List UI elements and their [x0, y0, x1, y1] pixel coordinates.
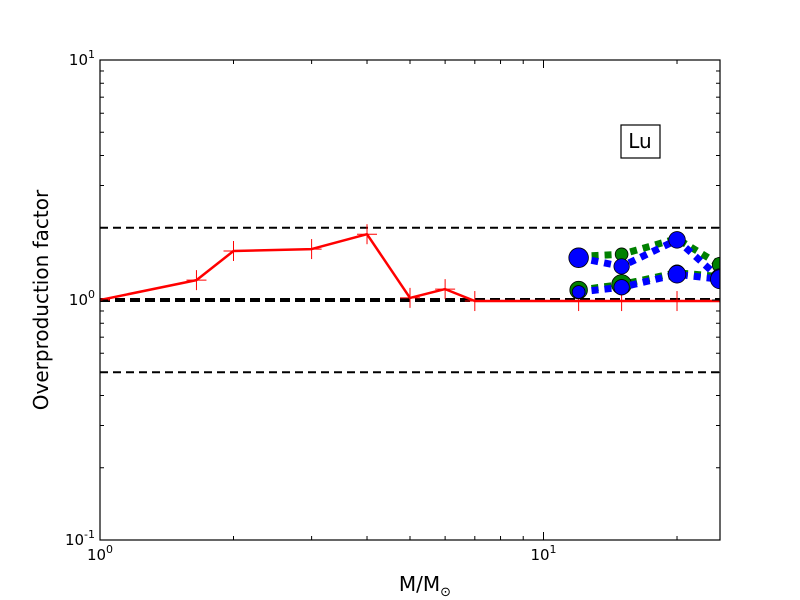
annotation-box: Lu	[620, 124, 661, 159]
data-point-marker	[710, 291, 720, 312]
y-tick-label: 100	[69, 288, 95, 309]
y-axis-label: Overproduction factor	[29, 189, 53, 410]
data-point-marker	[710, 269, 720, 290]
x-axis-label: M/M⊙	[399, 572, 451, 600]
series-line	[578, 270, 720, 296]
series-layer	[100, 224, 720, 312]
series-line	[578, 235, 720, 268]
data-point-marker	[613, 258, 630, 275]
data-point-marker	[223, 241, 244, 262]
data-point-marker	[400, 287, 420, 308]
axes	[99, 59, 721, 541]
annotation-label: Lu	[628, 129, 651, 153]
data-point-marker	[301, 239, 322, 260]
data-point-marker	[186, 270, 207, 291]
x-tick-label: 101	[530, 543, 556, 564]
x-axis-label-main: M/M	[399, 572, 440, 596]
y-tick-label: 10-1	[65, 528, 95, 549]
data-point-marker	[667, 265, 687, 284]
data-point-marker	[357, 224, 378, 245]
y-tick-label: 101	[69, 48, 95, 69]
data-point-marker	[667, 291, 688, 312]
data-point-marker	[668, 231, 686, 249]
data-point-marker	[464, 291, 485, 312]
data-point-marker	[435, 279, 456, 300]
data-point-marker	[568, 247, 589, 268]
series-line	[577, 236, 720, 282]
x-axis-label-sub: ⊙	[440, 585, 451, 600]
x-tick-label: 100	[87, 543, 113, 564]
data-point-marker	[613, 279, 630, 296]
data-point-marker	[571, 285, 586, 299]
